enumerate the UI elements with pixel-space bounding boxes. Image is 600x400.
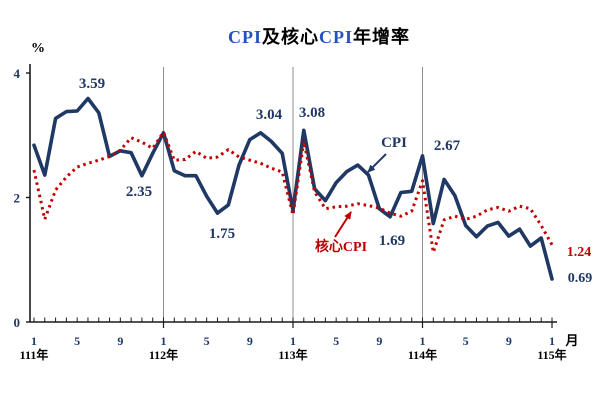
cpi-label-arrow [367,153,387,173]
x-month-label: 1 [549,334,555,348]
x-month-label: 1 [31,334,37,348]
y-tick-label: 2 [14,191,21,206]
core-cpi-line [32,130,554,254]
core-cpi-series-label: 核心CPI [315,238,367,255]
percent-label: % [31,41,45,56]
annotation-2-67: 2.67 [434,138,461,154]
annotation-1-75: 1.75 [209,226,235,242]
x-month-label: 5 [463,334,469,348]
cpi-series-label: CPI [381,135,407,151]
x-month-label: 9 [506,334,512,348]
title-segment: CPI [319,27,353,47]
annotation-2-35: 2.35 [126,184,152,200]
x-month-label: 1 [420,334,426,348]
x-year-label: 112年 [149,347,178,362]
title-segment: 年增率 [353,27,410,47]
x-year-label: 113年 [278,347,307,362]
x-month-label: 5 [74,334,80,348]
annotation-3-08: 3.08 [299,105,325,121]
x-month-label: 5 [333,334,339,348]
y-tick-label: 0 [14,315,21,330]
annotation-0-69: 0.69 [568,271,593,286]
x-year-label: 111年 [20,347,49,362]
annotation-3-59: 3.59 [79,76,105,92]
annotation-1-69: 1.69 [379,233,405,249]
x-month-label: 9 [117,334,123,348]
x-month-label: 9 [376,334,382,348]
title-segment: 及核心 [262,27,319,47]
x-month-label: 1 [290,334,296,348]
x-month-label: 1 [161,334,167,348]
chart-title: CPI及核心CPI年增率 [0,23,600,49]
x-month-label: 9 [247,334,253,348]
annotation-1-24: 1.24 [567,245,592,260]
core-cpi-label-arrow [334,211,352,238]
x-year-label: 114年 [408,347,437,362]
x-month-label: 5 [204,334,210,348]
annotation-3-04: 3.04 [256,107,283,123]
y-tick-label: 4 [14,66,21,81]
title-segment: CPI [228,27,262,47]
month-unit-label: 月 [564,333,578,348]
x-year-label: 115年 [537,347,566,362]
